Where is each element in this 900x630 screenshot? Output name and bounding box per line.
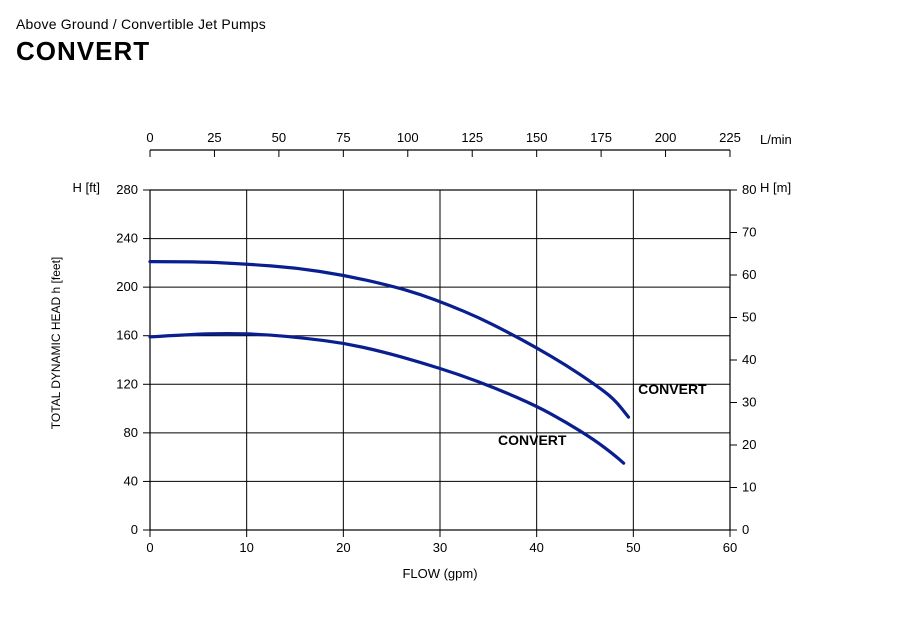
x-top-tick-label: 100 — [397, 130, 419, 145]
y-right-unit-label: H [m] — [760, 180, 791, 195]
x-top-tick-label: 50 — [272, 130, 286, 145]
y-left-tick-label: 200 — [116, 279, 138, 294]
page-title: CONVERT — [16, 36, 150, 67]
y-right-tick-label: 70 — [742, 225, 756, 240]
x-top-tick-label: 225 — [719, 130, 741, 145]
y-right-tick-label: 10 — [742, 480, 756, 495]
x-bottom-tick-label: 60 — [723, 540, 737, 555]
y-left-tick-label: 40 — [124, 473, 138, 488]
x-bottom-tick-label: 50 — [626, 540, 640, 555]
y-left-tick-label: 240 — [116, 231, 138, 246]
x-bottom-tick-label: 0 — [146, 540, 153, 555]
x-top-tick-label: 0 — [146, 130, 153, 145]
y-left-axis-label: TOTAL DYNAMIC HEAD h [feet] — [49, 257, 63, 430]
y-left-tick-label: 80 — [124, 425, 138, 440]
y-right-tick-label: 40 — [742, 352, 756, 367]
x-top-tick-label: 175 — [590, 130, 612, 145]
pump-performance-chart: 0102030405060FLOW (gpm)02550751001251501… — [0, 100, 900, 620]
y-right-tick-label: 30 — [742, 395, 756, 410]
page-subtitle: Above Ground / Convertible Jet Pumps — [16, 16, 266, 32]
x-bottom-tick-label: 10 — [239, 540, 253, 555]
x-top-tick-label: 200 — [655, 130, 677, 145]
y-right-tick-label: 20 — [742, 437, 756, 452]
x-top-tick-label: 25 — [207, 130, 221, 145]
y-right-tick-label: 80 — [742, 182, 756, 197]
x-bottom-tick-label: 30 — [433, 540, 447, 555]
y-right-tick-label: 50 — [742, 310, 756, 325]
x-bottom-axis-label: FLOW (gpm) — [402, 566, 477, 581]
x-bottom-tick-label: 40 — [529, 540, 543, 555]
y-left-tick-label: 280 — [116, 182, 138, 197]
x-bottom-tick-label: 20 — [336, 540, 350, 555]
series-label: CONVERT — [498, 432, 567, 448]
y-left-tick-label: 160 — [116, 328, 138, 343]
y-right-tick-label: 60 — [742, 267, 756, 282]
x-top-tick-label: 125 — [461, 130, 483, 145]
x-top-tick-label: 150 — [526, 130, 548, 145]
series-label: CONVERT — [638, 381, 707, 397]
y-left-unit-label: H [ft] — [73, 180, 100, 195]
x-top-axis-label: L/min — [760, 132, 792, 147]
y-right-tick-label: 0 — [742, 522, 749, 537]
x-top-tick-label: 75 — [336, 130, 350, 145]
y-left-tick-label: 0 — [131, 522, 138, 537]
y-left-tick-label: 120 — [116, 376, 138, 391]
